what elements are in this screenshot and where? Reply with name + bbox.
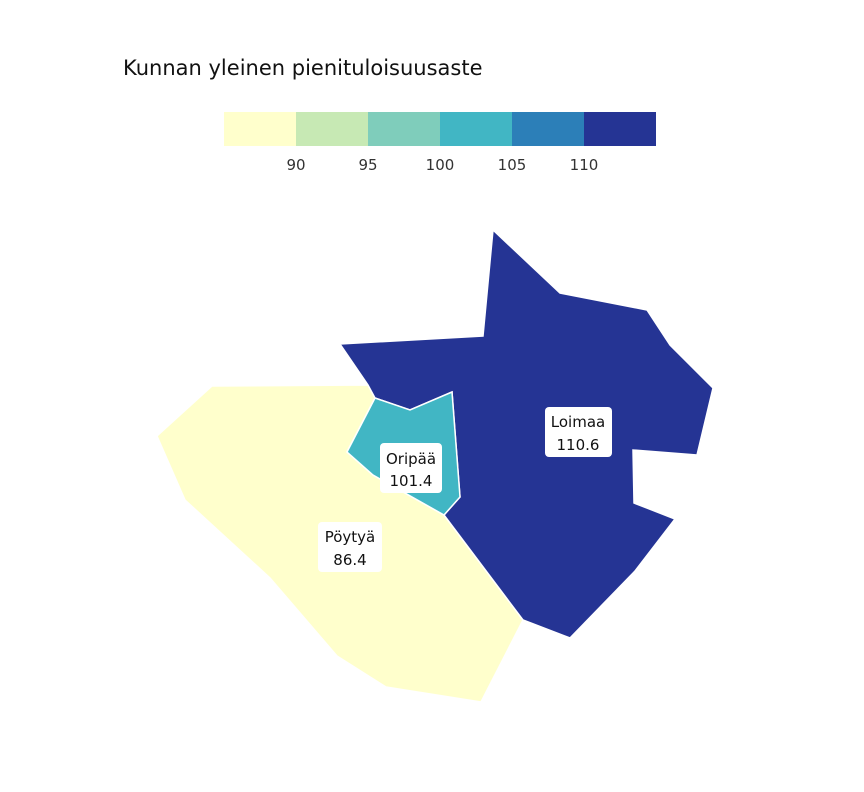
region-value: 110.6 xyxy=(557,436,600,454)
legend-tick-label: 95 xyxy=(358,156,377,174)
region-label-loimaa: Loimaa 110.6 xyxy=(545,407,612,457)
region-labels: Oripää 101.4 Loimaa 110.6 Pöytyä 86.4 xyxy=(318,407,612,572)
legend-swatch xyxy=(296,112,368,146)
region-value: 101.4 xyxy=(390,472,433,490)
region-label-poytya: Pöytyä 86.4 xyxy=(318,522,382,572)
legend-swatch xyxy=(224,112,296,146)
region-label-oripaa: Oripää 101.4 xyxy=(380,443,442,493)
region-name: Pöytyä xyxy=(325,528,376,546)
region-value: 86.4 xyxy=(333,551,366,569)
region-loimaa[interactable] xyxy=(338,228,714,639)
region-name: Loimaa xyxy=(551,413,605,431)
map-title: Kunnan yleinen pienituloisuusaste xyxy=(123,56,483,80)
legend-tick-label: 100 xyxy=(426,156,455,174)
legend-swatch xyxy=(512,112,584,146)
legend: 90 95 100 105 110 xyxy=(224,112,656,174)
legend-tick-label: 105 xyxy=(498,156,527,174)
legend-swatch xyxy=(440,112,512,146)
legend-swatch xyxy=(368,112,440,146)
legend-swatch xyxy=(584,112,656,146)
region-name: Oripää xyxy=(386,450,436,468)
legend-tick-label: 90 xyxy=(286,156,305,174)
legend-tick-label: 110 xyxy=(570,156,599,174)
